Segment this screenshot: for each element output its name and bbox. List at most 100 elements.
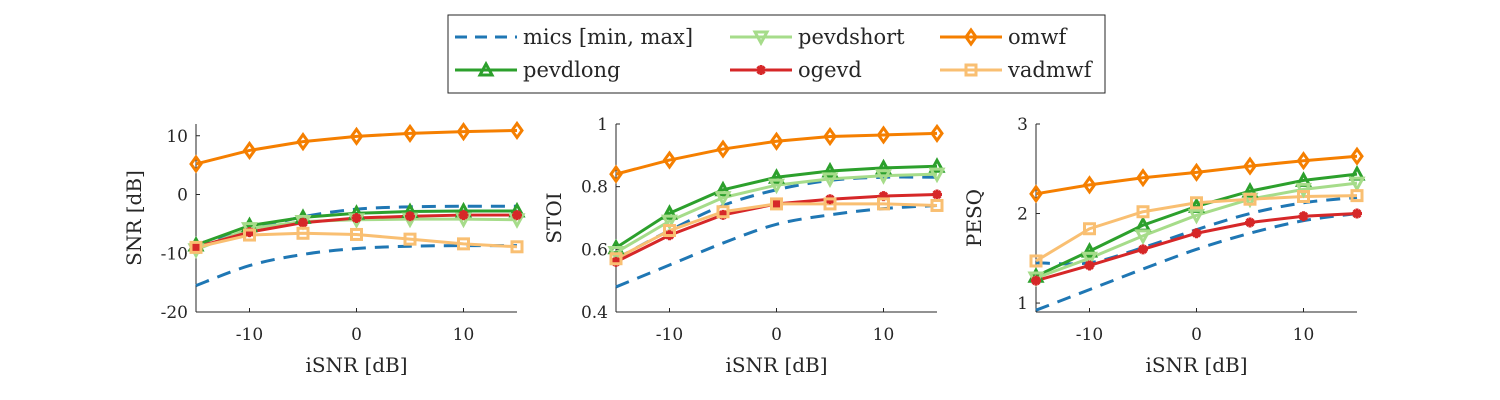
data-point-pevdshort — [660, 214, 679, 231]
data-point-pevdshort — [767, 178, 786, 195]
data-point-vadmwf — [457, 237, 470, 251]
y-tick-label: -20 — [161, 303, 188, 323]
data-point-ogevd — [718, 209, 728, 220]
data-point-omwf — [349, 126, 364, 146]
data-point-omwf — [189, 154, 203, 174]
x-tick-label: 0 — [1191, 325, 1202, 345]
y-tick-label: -10 — [161, 244, 188, 264]
data-point-omwf — [1189, 162, 1204, 182]
data-point-omwf — [1350, 146, 1364, 166]
data-point-omwf — [1082, 175, 1097, 195]
data-point-omwf — [510, 120, 524, 141]
data-point-pevdshort — [1080, 251, 1099, 268]
data-point-pevdlong — [767, 168, 786, 184]
data-point-vadmwf — [243, 228, 256, 242]
data-point-ogevd — [1138, 244, 1148, 255]
y-tick-label: 1 — [597, 115, 608, 135]
data-point-ogevd — [611, 256, 621, 267]
data-point-ogevd — [512, 210, 522, 221]
data-point-omwf — [1029, 184, 1043, 204]
data-point-pevdshort — [928, 167, 946, 184]
data-point-vadmwf — [510, 240, 524, 254]
data-point-ogevd — [1191, 228, 1202, 239]
y-tick-label: 0.8 — [581, 178, 608, 198]
data-point-pevdlong — [660, 204, 679, 220]
data-point-vadmwf — [823, 197, 837, 211]
legend-label-vadmwf: vadmwf — [1007, 58, 1094, 82]
data-point-vadmwf — [770, 197, 783, 211]
data-point-omwf — [662, 150, 677, 170]
x-tick-label: -10 — [236, 325, 263, 345]
series-line-pevdlong — [615, 164, 938, 250]
data-point-omwf — [716, 139, 730, 159]
data-point-vadmwf — [1297, 190, 1310, 204]
legend-marker-pevdlong — [477, 60, 495, 77]
legend-label-ogevd: ogevd — [798, 58, 862, 82]
y-tick-label: 10 — [166, 127, 188, 147]
data-point-omwf — [456, 122, 471, 142]
data-point-omwf — [1296, 151, 1311, 171]
y-tick-label: 3 — [1017, 115, 1028, 135]
data-point-ogevd — [458, 210, 469, 221]
legend-label-mics: mics [min, max] — [523, 25, 693, 49]
data-point-omwf — [769, 131, 784, 151]
y-tick-label: 2 — [1017, 205, 1028, 225]
data-point-pevdshort — [821, 172, 839, 188]
data-point-omwf — [609, 164, 623, 184]
data-point-ogevd — [1298, 211, 1309, 222]
legend: mics [min, max] pevdshort omwf pevdlong ogev… — [447, 14, 1106, 94]
data-point-omwf — [1243, 156, 1257, 176]
series-line-pevdshort — [1035, 181, 1358, 280]
y-axis-label: PESQ — [962, 189, 986, 247]
y-tick-label: 0.6 — [581, 240, 608, 260]
chart-panel-2: -10 0 10 0.4 0.6 0.8 1 iSNR [dB] STOI — [542, 115, 946, 377]
data-point-omwf — [1136, 168, 1150, 188]
data-point-ogevd — [298, 217, 308, 228]
data-point-pevdshort — [1348, 176, 1366, 193]
x-tick-label: 10 — [453, 325, 475, 345]
data-point-ogevd — [191, 242, 201, 253]
x-tick-label: 10 — [1293, 325, 1315, 345]
y-tick-label: 0 — [177, 186, 188, 206]
data-point-omwf — [876, 125, 891, 145]
data-point-ogevd — [1084, 260, 1095, 271]
series-line-omwf — [195, 128, 518, 166]
data-point-omwf — [296, 132, 310, 152]
legend-marker-ogevd — [756, 65, 766, 75]
y-axis-label: STOI — [542, 192, 566, 243]
data-point-omwf — [823, 126, 837, 147]
data-point-pevdshort — [714, 191, 732, 207]
data-point-vadmwf — [877, 197, 890, 211]
series-line-omwf — [1035, 154, 1358, 196]
data-point-vadmwf — [1136, 205, 1150, 219]
series-line-mics_min — [195, 244, 518, 287]
legend-label-pevdlong: pevdlong — [523, 58, 621, 82]
legend-marker-vadmwf — [964, 63, 978, 77]
data-point-pevdlong — [874, 158, 893, 175]
data-point-pevdlong — [714, 180, 732, 197]
chart-panel-1: -10 0 10 -20 -10 0 10 iSNR [dB] SNR [dB] — [122, 120, 526, 377]
x-tick-label: 0 — [771, 325, 782, 345]
x-tick-label: 10 — [873, 325, 895, 345]
legend-marker-omwf — [964, 27, 978, 47]
data-point-ogevd — [1245, 217, 1255, 228]
data-point-pevdshort — [1294, 182, 1313, 199]
data-point-vadmwf — [1083, 222, 1096, 236]
legend-label-omwf: omwf — [1008, 25, 1069, 49]
y-tick-label: 0.4 — [581, 303, 608, 323]
x-axis-label: iSNR [dB] — [725, 353, 827, 377]
x-axis-label: iSNR [dB] — [305, 353, 407, 377]
series-line-mics_max — [615, 175, 938, 261]
data-point-ogevd — [878, 191, 889, 202]
data-point-vadmwf — [296, 226, 310, 240]
x-tick-label: -10 — [656, 325, 683, 345]
legend-label-pevdshort: pevdshort — [798, 25, 905, 49]
data-point-vadmwf — [1243, 192, 1257, 206]
x-axis-label: iSNR [dB] — [1145, 353, 1247, 377]
data-point-vadmwf — [350, 227, 363, 241]
data-point-ogevd — [932, 189, 942, 200]
data-point-pevdshort — [1187, 208, 1206, 225]
data-point-omwf — [242, 140, 257, 161]
data-point-vadmwf — [1190, 196, 1203, 210]
